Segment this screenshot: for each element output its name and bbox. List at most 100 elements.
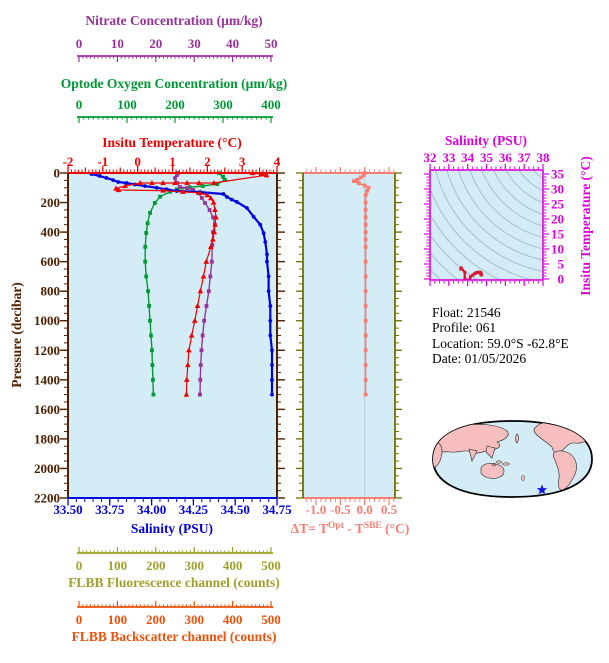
svg-text:-1: -1 <box>97 154 108 169</box>
svg-text:36: 36 <box>499 150 513 165</box>
svg-text:200: 200 <box>146 612 166 627</box>
svg-text:300: 300 <box>184 612 204 627</box>
temperature-axis-title: Insitu Temperature (°C) <box>102 135 241 150</box>
svg-text:50: 50 <box>265 36 278 51</box>
svg-text:0: 0 <box>76 36 83 51</box>
svg-text:38: 38 <box>537 150 551 165</box>
svg-text:3: 3 <box>239 154 246 169</box>
backscatter-axis-title: FLBB Backscatter channel (counts) <box>72 629 277 644</box>
delta-t-axis: -1.0 -0.5 0.0 0.5 <box>303 167 398 517</box>
fluorescence-axis-title: FLBB Fluorescence channel (counts) <box>68 575 280 590</box>
svg-text:2200: 2200 <box>34 491 60 506</box>
nitrate-scalebar: 0 10 20 30 40 50 <box>76 36 278 62</box>
svg-text:400: 400 <box>223 558 243 573</box>
ts-salinity-axis-title: Salinity (PSU) <box>445 133 527 148</box>
profile-number-line: Profile: 061 <box>432 320 496 335</box>
svg-text:400: 400 <box>261 97 281 112</box>
svg-text:1400: 1400 <box>34 372 60 387</box>
svg-text:-1.0: -1.0 <box>306 502 327 517</box>
panels-layer <box>68 170 543 498</box>
svg-text:5: 5 <box>558 257 565 272</box>
svg-text:30: 30 <box>551 182 564 197</box>
svg-text:0: 0 <box>558 272 565 287</box>
svg-text:-2: -2 <box>63 154 74 169</box>
ts-panel-bg <box>430 170 543 280</box>
salinity-axis: 33.50 33.75 34.00 34.25 34.50 34.75 <box>53 497 292 517</box>
float-id-line: Float: 21546 <box>432 305 501 320</box>
pressure-axis: 0 200 400 600 800 1000 1200 1400 1600 1800 2000 220… <box>34 166 285 506</box>
svg-text:34.00: 34.00 <box>137 502 166 517</box>
svg-text:0: 0 <box>76 97 83 112</box>
svg-text:37: 37 <box>518 150 532 165</box>
svg-text:35: 35 <box>551 167 565 182</box>
svg-text:10: 10 <box>111 36 124 51</box>
svg-text:2000: 2000 <box>34 461 60 476</box>
svg-text:0: 0 <box>134 154 141 169</box>
svg-text:34.25: 34.25 <box>179 502 209 517</box>
svg-text:25: 25 <box>551 197 565 212</box>
svg-text:32: 32 <box>424 150 437 165</box>
svg-text:34.75: 34.75 <box>262 502 292 517</box>
svg-text:800: 800 <box>41 284 61 299</box>
svg-text:400: 400 <box>223 612 243 627</box>
svg-text:40: 40 <box>226 36 239 51</box>
temperature-axis: -2 -1 0 1 2 3 4 <box>63 154 281 174</box>
svg-text:0.0: 0.0 <box>357 502 373 517</box>
dt-pressure-side-axes <box>296 172 402 499</box>
svg-text:300: 300 <box>213 97 233 112</box>
svg-text:2: 2 <box>204 154 211 169</box>
svg-text:34.50: 34.50 <box>221 502 250 517</box>
svg-text:200: 200 <box>146 558 166 573</box>
svg-text:20: 20 <box>149 36 162 51</box>
svg-text:1600: 1600 <box>34 402 60 417</box>
svg-text:33: 33 <box>442 150 456 165</box>
svg-text:1000: 1000 <box>34 313 60 328</box>
svg-text:400: 400 <box>41 225 61 240</box>
oxygen-scalebar: 0 100 200 300 400 <box>76 97 281 123</box>
main-panel-bg <box>68 173 277 498</box>
location-line: Location: 59.0°S -62.8°E <box>432 336 569 351</box>
svg-text:0: 0 <box>76 558 83 573</box>
svg-text:15: 15 <box>551 227 565 242</box>
svg-text:600: 600 <box>41 254 61 269</box>
dt-panel-bg <box>303 173 395 498</box>
nitrate-axis-title: Nitrate Concentration (µm/kg) <box>85 13 262 28</box>
svg-text:34: 34 <box>461 150 475 165</box>
oxygen-axis-title: Optode Oxygen Concentration (µm/kg) <box>61 76 287 91</box>
svg-text:1200: 1200 <box>34 343 60 358</box>
svg-text:500: 500 <box>261 558 281 573</box>
svg-text:300: 300 <box>184 558 204 573</box>
svg-text:200: 200 <box>165 97 185 112</box>
ts-temperature-axis-title: Insitu Temperature (°C) <box>578 156 593 295</box>
svg-text:200: 200 <box>41 195 61 210</box>
salinity-axis-title: Salinity (PSU) <box>131 521 213 536</box>
svg-text:0.5: 0.5 <box>381 502 398 517</box>
fluorescence-scalebar: 0 100 200 300 400 500 <box>76 547 281 573</box>
svg-text:1800: 1800 <box>34 431 60 446</box>
backscatter-scalebar: 0 100 200 300 400 500 <box>76 601 281 627</box>
svg-text:100: 100 <box>108 612 128 627</box>
svg-text:-0.5: -0.5 <box>330 502 351 517</box>
svg-text:0: 0 <box>76 612 83 627</box>
date-line: Date: 01/05/2026 <box>432 351 526 366</box>
svg-text:33.50: 33.50 <box>53 502 82 517</box>
float-location-marker <box>536 484 548 495</box>
svg-text:500: 500 <box>261 612 281 627</box>
pressure-axis-title: Pressure (decibar) <box>9 282 24 388</box>
float-info-block: Float: 21546 Profile: 061 Location: 59.0… <box>432 305 569 366</box>
delta-t-profile-curve <box>352 171 371 397</box>
svg-text:1: 1 <box>169 154 176 169</box>
svg-text:100: 100 <box>117 97 137 112</box>
world-map <box>432 420 593 498</box>
svg-text:4: 4 <box>274 154 281 169</box>
svg-text:30: 30 <box>188 36 201 51</box>
svg-text:33.75: 33.75 <box>95 502 125 517</box>
dt-axis-title: ΔT= TOpt - TSBE (°C) <box>291 521 410 536</box>
svg-text:0: 0 <box>54 166 61 181</box>
svg-text:10: 10 <box>551 242 564 257</box>
svg-text:100: 100 <box>108 558 128 573</box>
